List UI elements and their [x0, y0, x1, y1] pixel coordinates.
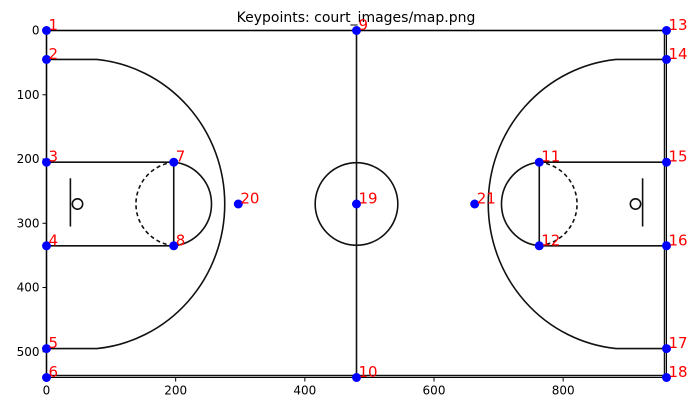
- keypoint-4: [42, 241, 51, 251]
- keypoint-label-10: 10: [359, 363, 378, 381]
- y-tick-label: 300: [17, 216, 40, 230]
- keypoint-5: [42, 344, 51, 354]
- keypoint-label-13: 13: [669, 16, 688, 34]
- keypoint-label-6: 6: [49, 363, 59, 381]
- keypoint-18: [662, 373, 671, 382]
- keypoint-label-3: 3: [49, 148, 59, 166]
- keypoint-7: [169, 157, 179, 167]
- keypoint-17: [662, 344, 671, 354]
- keypoint-label-11: 11: [541, 148, 560, 166]
- keypoint-14: [662, 54, 671, 64]
- y-tick-label: 100: [17, 88, 40, 102]
- center-circle: [314, 161, 399, 247]
- keypoint-15: [662, 157, 671, 167]
- x-tick-label: 800: [552, 384, 575, 398]
- left-ft-circle-solid: [173, 161, 213, 247]
- right-ft-circle-dashed: [539, 161, 578, 247]
- keypoint-19: [352, 199, 361, 209]
- keypoint-markers: [42, 26, 671, 382]
- x-tick-label: 200: [164, 384, 187, 398]
- y-tick-label: 500: [17, 345, 40, 359]
- keypoint-label-18: 18: [669, 363, 688, 381]
- right-hoop: [629, 198, 642, 210]
- keypoint-label-15: 15: [669, 148, 688, 166]
- axis-ticks: 0 200 400 600 800 0 100 200 300 400 500: [17, 24, 575, 398]
- chart-title: Keypoints: court_images/map.png: [237, 10, 476, 26]
- right-ft-circle-solid: [500, 161, 540, 247]
- keypoint-label-17: 17: [669, 334, 688, 352]
- keypoint-label-2: 2: [49, 45, 59, 63]
- keypoint-label-1: 1: [49, 16, 59, 34]
- keypoint-20: [233, 199, 243, 209]
- y-tick-label: 400: [17, 281, 40, 295]
- keypoint-21: [470, 199, 480, 209]
- y-tick-label: 200: [17, 152, 40, 166]
- y-tick-label: 0: [32, 24, 40, 38]
- keypoint-label-4: 4: [49, 231, 59, 249]
- keypoint-16: [662, 241, 671, 251]
- keypoint-label-9: 9: [359, 16, 369, 34]
- keypoint-8: [169, 241, 179, 251]
- keypoint-12: [534, 241, 544, 251]
- left-ft-circle-dashed: [135, 161, 174, 247]
- keypoint-label-8: 8: [176, 231, 186, 249]
- right-three-point-arc: [487, 58, 667, 350]
- keypoint-label-12: 12: [541, 231, 560, 249]
- keypoint-label-5: 5: [49, 334, 59, 352]
- left-three-point-arc: [46, 58, 226, 350]
- keypoint-10: [352, 373, 361, 382]
- keypoint-13: [662, 26, 671, 35]
- keypoint-9: [352, 26, 361, 35]
- keypoint-label-20: 20: [240, 190, 259, 208]
- keypoint-label-16: 16: [669, 231, 688, 249]
- left-hoop: [71, 198, 84, 210]
- x-tick-label: 600: [423, 384, 446, 398]
- keypoint-label-14: 14: [669, 45, 688, 63]
- keypoint-2: [42, 54, 51, 64]
- keypoint-11: [534, 157, 544, 167]
- keypoint-label-7: 7: [176, 148, 186, 166]
- keypoint-label-19: 19: [359, 190, 378, 208]
- x-tick-label: 400: [293, 384, 316, 398]
- keypoint-6: [42, 373, 51, 382]
- keypoint-1: [42, 26, 51, 35]
- keypoint-3: [42, 157, 51, 167]
- keypoint-label-21: 21: [477, 190, 496, 208]
- x-tick-label: 0: [43, 384, 51, 398]
